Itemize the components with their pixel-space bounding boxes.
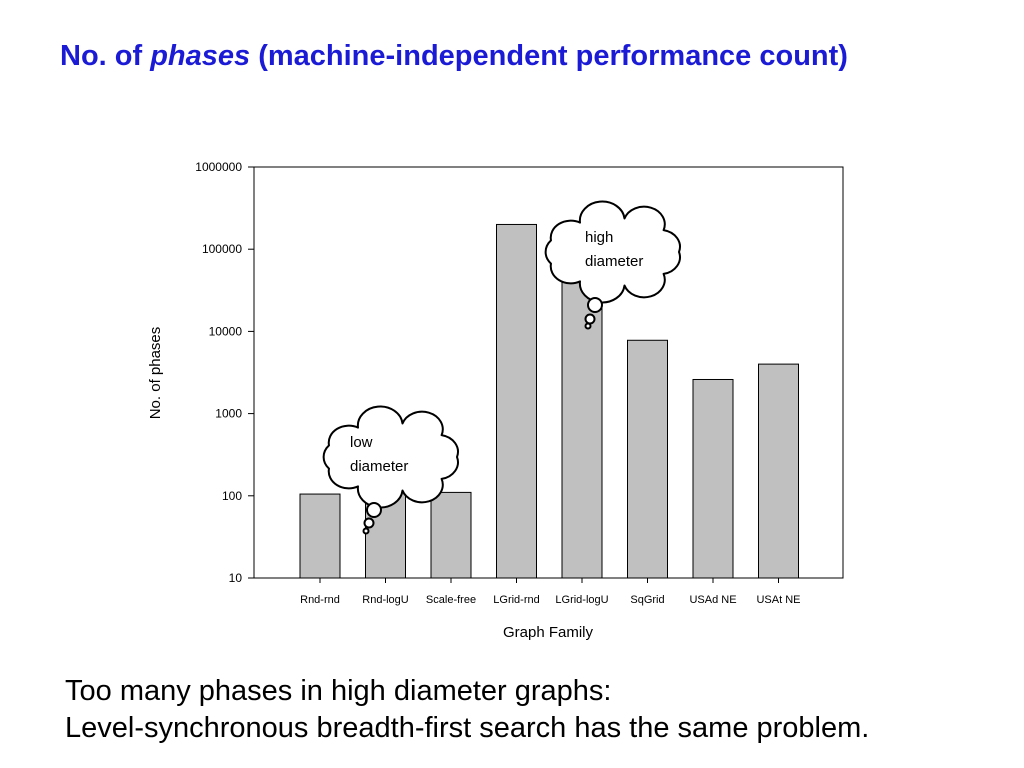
x-tick-label-7: USAt NE [756,594,800,606]
y-tick-label-0: 10 [229,571,243,585]
bar-3 [496,223,537,579]
y-tick-label-3: 10000 [209,324,243,338]
callout-0-line-0: high [585,229,613,246]
plot-frame [253,166,844,579]
caption-line-2: Level-synchronous breadth-first search h… [65,712,870,744]
bar-0 [299,493,341,579]
slide-title: No. of phases (machine-independent perfo… [60,40,848,73]
callout-0-bubble-2 [584,322,592,330]
callout-0-bubble-1 [584,313,596,325]
x-tick-label-6: USAd NE [689,594,736,606]
y-tick-label-5: 1000000 [195,160,242,174]
caption: Too many phases in high diameter graphs:… [65,673,869,747]
callout-1-bubble-1 [363,517,375,529]
callout-1-line-0: low [350,434,373,451]
callout-0-bubble-0 [587,297,603,313]
x-tick-label-3: LGrid-rnd [493,594,539,606]
title-emphasis: phases [150,40,251,72]
bar-6 [692,378,734,579]
x-tick-label-0: Rnd-rnd [300,594,340,606]
callout-1-line-1: diameter [350,458,408,475]
callout-cloud-0 [544,200,681,304]
x-tick-label-4: LGrid-logU [555,594,608,606]
caption-line-1: Too many phases in high diameter graphs: [65,675,612,707]
y-tick-label-1: 100 [222,489,242,503]
bar-7 [758,363,799,579]
y-axis-label: No. of phases [147,327,164,420]
x-axis-label: Graph Family [503,624,594,641]
callout-1-bubble-0 [366,502,382,518]
callout-1-bubble-2 [362,527,370,535]
y-tick-label-2: 1000 [215,407,242,421]
x-tick-label-5: SqGrid [630,594,664,606]
callout-cloud-1 [322,405,459,509]
x-tick-label-1: Rnd-logU [362,594,409,606]
title-prefix: No. of [60,40,151,72]
bar-2 [430,491,472,579]
bar-5 [627,339,668,579]
callout-0-line-1: diameter [585,253,643,270]
y-tick-label-4: 100000 [202,242,242,256]
x-tick-label-2: Scale-free [426,594,476,606]
title-suffix: (machine-independent performance count) [250,40,848,72]
